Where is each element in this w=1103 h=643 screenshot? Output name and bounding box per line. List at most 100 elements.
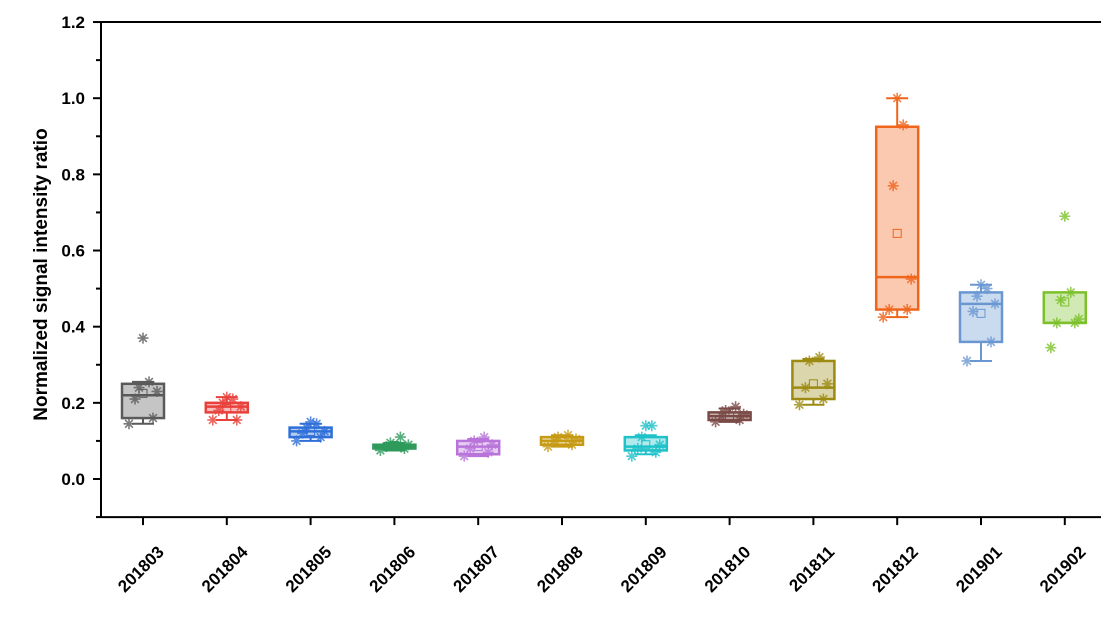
data-point — [720, 404, 732, 416]
data-point — [570, 433, 582, 445]
data-point — [730, 401, 742, 413]
data-point — [394, 431, 406, 443]
data-point — [402, 439, 414, 451]
data-point — [291, 435, 303, 447]
data-point — [975, 279, 987, 291]
data-point — [891, 92, 903, 104]
data-point — [650, 446, 662, 458]
data-point — [374, 444, 386, 456]
data-point — [305, 416, 317, 428]
y-tick-labels: 0.0 0.2 0.4 0.6 0.8 1.0 1.2 — [61, 13, 85, 489]
x-tick-label: 201807 — [449, 542, 503, 596]
x-tick-label: 201901 — [952, 542, 1006, 596]
data-point — [129, 393, 141, 405]
data-point — [235, 401, 247, 413]
x-tick-label: 201804 — [198, 542, 252, 596]
data-point — [1059, 210, 1071, 222]
data-point — [813, 351, 825, 363]
x-tick-label: 201902 — [1036, 542, 1090, 596]
data-point — [468, 435, 480, 447]
box-201807 — [455, 431, 501, 462]
tick-marks — [93, 21, 1066, 526]
x-tick-label: 201809 — [617, 542, 671, 596]
data-point — [632, 443, 644, 455]
data-point — [486, 439, 498, 451]
y-tick-label: 0.6 — [61, 242, 85, 261]
x-tick-label: 201808 — [533, 542, 587, 596]
x-tick-label: 201805 — [282, 542, 336, 596]
mean-marker — [138, 388, 148, 398]
box-201808 — [539, 429, 585, 453]
data-point — [207, 414, 219, 426]
x-tick-label: 201806 — [366, 542, 420, 596]
data-point — [636, 431, 648, 443]
data-point — [123, 418, 135, 430]
data-point — [1073, 313, 1085, 325]
data-point — [821, 378, 833, 390]
x-tick-label: 201812 — [868, 542, 922, 596]
data-point — [646, 420, 658, 432]
data-point — [133, 382, 145, 394]
data-point — [883, 304, 895, 316]
data-point — [738, 408, 750, 420]
box-201811 — [791, 351, 836, 411]
box-201812 — [874, 92, 920, 323]
data-point — [380, 441, 392, 453]
data-point — [478, 431, 490, 443]
data-point — [734, 414, 746, 426]
box-201804 — [204, 391, 250, 426]
data-point — [897, 119, 909, 131]
data-point — [552, 431, 564, 443]
y-tick-label: 0.4 — [61, 318, 85, 337]
data-point — [482, 446, 494, 458]
data-point — [799, 382, 811, 394]
data-point — [971, 290, 983, 302]
y-tick-label: 0.2 — [61, 394, 85, 413]
data-point — [877, 311, 889, 323]
data-point — [1069, 317, 1081, 329]
data-point — [985, 336, 997, 348]
data-point — [143, 376, 155, 388]
mean-marker — [976, 308, 986, 318]
box-201805 — [288, 416, 333, 447]
box-201901 — [958, 279, 1004, 367]
data-point — [793, 399, 805, 411]
data-point — [384, 437, 396, 449]
data-point — [566, 439, 578, 451]
data-point — [640, 420, 652, 432]
data-point — [137, 332, 149, 344]
data-point — [887, 180, 899, 192]
box-201809 — [623, 420, 669, 462]
y-tick-label: 0.0 — [61, 470, 85, 489]
x-tick-label: 201811 — [785, 542, 838, 595]
box-201806 — [372, 431, 417, 456]
data-point — [654, 439, 666, 451]
axes — [100, 21, 1101, 519]
data-point — [901, 304, 913, 316]
data-point — [803, 355, 815, 367]
mean-marker — [473, 442, 483, 452]
mean-marker — [892, 228, 902, 238]
data-point — [981, 283, 993, 295]
data-point — [217, 397, 229, 409]
y-tick-label: 1.2 — [61, 13, 85, 32]
data-point — [542, 441, 554, 453]
data-point — [315, 431, 327, 443]
data-point — [1051, 317, 1063, 329]
data-point — [961, 355, 973, 367]
x-tick-labels: 201803 201804 201805 201806 201807 201808 2018… — [114, 542, 1089, 596]
data-point — [147, 412, 159, 424]
data-point — [231, 414, 243, 426]
data-point — [213, 404, 225, 416]
y-tick-label: 1.0 — [61, 89, 85, 108]
data-point — [1045, 342, 1057, 354]
data-point — [151, 385, 163, 397]
mean-marker — [808, 379, 818, 389]
data-point — [297, 427, 309, 439]
data-point — [710, 416, 722, 428]
data-point — [398, 443, 410, 455]
data-point — [311, 418, 323, 430]
data-point — [626, 450, 638, 462]
mean-marker — [222, 404, 232, 414]
